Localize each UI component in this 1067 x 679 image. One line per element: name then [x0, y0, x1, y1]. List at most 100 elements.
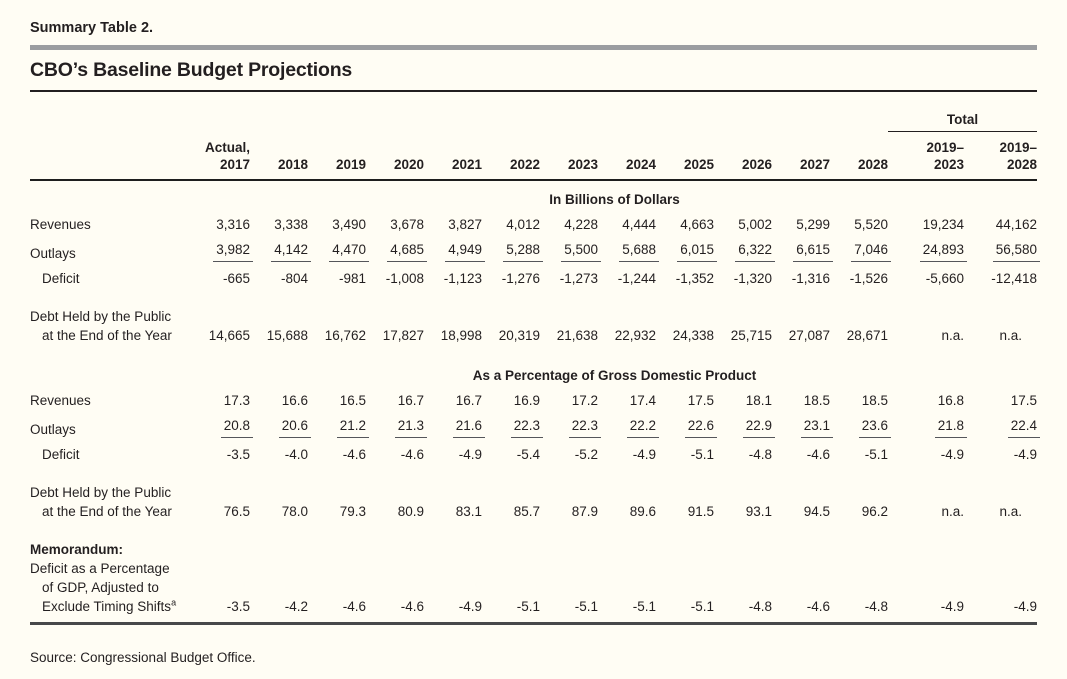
col-header-year: 2027 [772, 131, 830, 181]
row-label: at the End of the Year [42, 504, 172, 519]
table-cell: -4.9 [1013, 447, 1037, 462]
table-cell: 21,638 [556, 328, 598, 343]
row-label: Memorandum: [30, 542, 124, 557]
table-cell: -5,660 [925, 271, 964, 286]
table-cell: 22.6 [656, 409, 717, 438]
table-row: Deficit -665 -804 -981 -1,008 -1,123 -1,276 -1,… [30, 262, 1037, 287]
table-cell: 96.2 [861, 504, 888, 519]
page: Summary Table 2. CBO’s Baseline Budget P… [30, 20, 1040, 665]
table-cell: 16.7 [397, 393, 424, 408]
table-cell: 78.0 [281, 504, 308, 519]
row-label: of GDP, Adjusted to [42, 580, 159, 595]
table-cell: 24,338 [672, 328, 714, 343]
table-cell: -1,320 [733, 271, 772, 286]
table-cell: 21.2 [308, 409, 369, 438]
table-cell: 20.8 [192, 409, 253, 438]
total-header-spacer [30, 107, 888, 132]
table-row: Deficit -3.5 -4.0 -4.6 -4.6 -4.9 -5.4 -5.2 -4.9 -… [30, 438, 1037, 463]
table-cell: n.a. [941, 328, 964, 343]
table-cell: -4.9 [940, 447, 964, 462]
footnote-marker: a [171, 597, 177, 608]
table-cell: 22.3 [540, 409, 601, 438]
table-cell: 22.3 [482, 409, 543, 438]
table-cell: -4.9 [888, 596, 964, 625]
table-cell: -4.0 [284, 447, 308, 462]
page-title: CBO’s Baseline Budget Projections [30, 59, 353, 81]
table-cell: -12,418 [991, 271, 1037, 286]
table-cell: 17.3 [223, 393, 250, 408]
col-header-year: 2018 [250, 131, 308, 181]
table-cell: 22.2 [598, 409, 659, 438]
table-row: Revenues 17.3 16.6 16.5 16.7 16.7 16.9 17.2 17.4… [30, 384, 1037, 409]
table-row: Deficit as a Percentage [30, 558, 1037, 577]
row-label: Revenues [30, 393, 91, 408]
table-cell: 16.5 [339, 393, 366, 408]
table-row: at the End of the Year 14,665 15,688 16,762… [30, 325, 1037, 344]
table-cell: -5.1 [598, 596, 656, 625]
table-cell: 21.3 [366, 409, 427, 438]
row-label: Deficit as a Percentage [30, 561, 170, 576]
table-cell: 76.5 [223, 504, 250, 519]
table-cell: -1,352 [675, 271, 714, 286]
row-label: Deficit [42, 271, 80, 286]
table-cell: 87.9 [571, 504, 598, 519]
table-cell: 56,580 [964, 233, 1040, 262]
table-cell: 19,234 [922, 217, 964, 232]
table-cell: -4.6 [308, 596, 366, 625]
table-cell: 4,685 [366, 233, 427, 262]
row-label: Outlays [30, 246, 76, 261]
row-label: Debt Held by the Public [30, 309, 172, 324]
table-cell: 5,288 [482, 233, 543, 262]
table-cell: 7,046 [830, 233, 891, 262]
row-label: Exclude Timing Shiftsa [30, 596, 192, 625]
table-cell: -5.1 [690, 447, 714, 462]
table-cell: 21.6 [424, 409, 485, 438]
col-header-year: 2028 [830, 131, 888, 181]
table-cell: 6,615 [772, 233, 833, 262]
actual-year: 2017 [219, 157, 250, 172]
table-cell: 20.6 [250, 409, 311, 438]
table-cell: 16.8 [937, 393, 964, 408]
row-label: Outlays [30, 422, 76, 437]
table-cell: 27,087 [788, 328, 830, 343]
table-cell: 17.5 [1010, 393, 1037, 408]
table-row: Debt Held by the Public [30, 287, 1037, 325]
table-cell: 4,949 [424, 233, 485, 262]
table-cell: 4,470 [308, 233, 369, 262]
row-label: Debt Held by the Public [30, 485, 172, 500]
table-cell: 18.5 [861, 393, 888, 408]
table-row: Memorandum: [30, 520, 1037, 558]
table-cell: 3,678 [390, 217, 424, 232]
table-cell: 5,500 [540, 233, 601, 262]
table-cell: -4.9 [964, 596, 1037, 625]
col-header-total: Total [888, 107, 1037, 132]
table-cell: -4.8 [714, 596, 772, 625]
table-cell: -5.1 [864, 447, 888, 462]
table-cell: 22,932 [614, 328, 656, 343]
budget-table: Total Actual, 2017 2018 2019 2020 2021 20… [30, 107, 1040, 625]
col-header-year: 2021 [424, 131, 482, 181]
table-cell: 25,715 [730, 328, 772, 343]
table-cell: 18.5 [803, 393, 830, 408]
table-cell: -4.6 [806, 447, 830, 462]
table-cell: 17.2 [571, 393, 598, 408]
table-cell: -4.6 [400, 447, 424, 462]
table-cell: -4.8 [830, 596, 888, 625]
table-cell: 15,688 [266, 328, 308, 343]
table-cell: -3.5 [192, 596, 250, 625]
table-cell: 18,998 [440, 328, 482, 343]
table-cell: -665 [222, 271, 250, 286]
table-cell: n.a. [999, 504, 1022, 519]
row-label: Deficit [42, 447, 80, 462]
table-row: Revenues 3,316 3,338 3,490 3,678 3,827 4,012 4,… [30, 208, 1037, 233]
table-cell: -1,276 [501, 271, 540, 286]
table-cell: 94.5 [803, 504, 830, 519]
section-header: In Billions of Dollars [549, 192, 680, 207]
budget-table-body: In Billions of Dollars Revenues 3,316 3,338… [30, 180, 1040, 625]
table-cell: -4.9 [424, 596, 482, 625]
col-header-year: 2022 [482, 131, 540, 181]
table-cell: 20,319 [498, 328, 540, 343]
table-cell: 17,827 [382, 328, 424, 343]
table-cell: 4,228 [564, 217, 598, 232]
row-label: Revenues [30, 217, 91, 232]
